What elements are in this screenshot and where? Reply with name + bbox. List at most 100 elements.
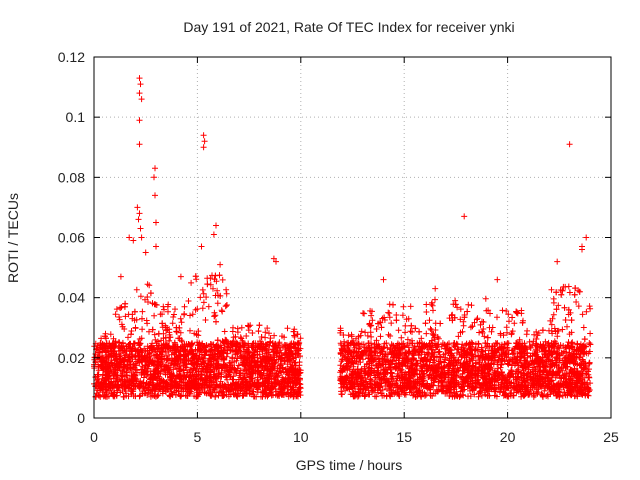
data-point bbox=[223, 290, 230, 297]
data-point bbox=[395, 327, 402, 334]
data-point bbox=[392, 384, 399, 391]
data-point bbox=[465, 301, 472, 308]
data-point bbox=[432, 327, 439, 333]
data-point bbox=[455, 346, 462, 353]
data-point bbox=[160, 363, 167, 370]
data-point bbox=[427, 325, 434, 332]
data-point bbox=[281, 334, 288, 341]
data-points bbox=[91, 75, 594, 400]
data-point bbox=[449, 352, 456, 359]
data-point bbox=[271, 332, 278, 339]
data-point bbox=[504, 329, 510, 336]
data-point bbox=[116, 339, 123, 346]
data-point bbox=[136, 359, 143, 366]
data-point bbox=[457, 306, 464, 313]
data-point bbox=[462, 342, 469, 349]
data-point bbox=[165, 301, 172, 308]
data-point bbox=[212, 312, 219, 319]
data-point bbox=[128, 348, 135, 355]
data-point bbox=[161, 306, 167, 313]
data-point bbox=[345, 332, 352, 339]
data-point bbox=[497, 330, 504, 337]
data-point bbox=[193, 377, 200, 383]
data-point bbox=[173, 372, 180, 378]
data-point bbox=[138, 335, 145, 342]
data-point bbox=[560, 283, 567, 290]
data-point bbox=[407, 303, 414, 310]
data-point bbox=[498, 361, 504, 367]
data-point bbox=[107, 331, 114, 338]
data-point bbox=[343, 384, 350, 391]
data-point bbox=[213, 364, 220, 371]
data-point bbox=[482, 295, 489, 302]
data-point bbox=[369, 317, 376, 324]
data-point bbox=[505, 361, 512, 368]
data-point bbox=[416, 340, 423, 347]
data-point bbox=[181, 303, 188, 310]
data-point bbox=[524, 360, 531, 366]
data-point bbox=[125, 334, 131, 341]
data-point bbox=[553, 354, 559, 361]
data-point bbox=[230, 324, 236, 331]
data-point bbox=[484, 362, 491, 369]
data-point bbox=[439, 387, 446, 394]
data-point bbox=[110, 372, 117, 379]
data-point bbox=[372, 350, 379, 357]
data-point bbox=[364, 332, 371, 339]
data-point bbox=[549, 330, 556, 337]
data-point bbox=[503, 308, 510, 314]
data-point bbox=[386, 314, 393, 321]
data-point bbox=[368, 312, 375, 319]
data-point bbox=[274, 348, 281, 355]
data-point bbox=[568, 366, 575, 373]
data-point bbox=[125, 311, 132, 318]
data-point bbox=[151, 312, 158, 319]
data-point bbox=[494, 314, 500, 321]
data-point bbox=[388, 320, 395, 327]
data-point bbox=[216, 389, 223, 396]
data-point bbox=[455, 333, 462, 340]
data-point bbox=[337, 362, 344, 369]
data-point bbox=[466, 340, 473, 347]
data-point bbox=[471, 391, 478, 398]
data-point bbox=[240, 392, 247, 399]
data-point bbox=[126, 378, 133, 385]
data-point bbox=[203, 369, 210, 376]
data-point bbox=[543, 393, 550, 399]
data-point bbox=[141, 370, 148, 377]
data-point bbox=[159, 348, 166, 354]
data-point bbox=[431, 349, 438, 356]
data-point bbox=[398, 334, 405, 341]
data-point bbox=[511, 320, 518, 327]
data-point bbox=[204, 275, 211, 282]
data-point bbox=[214, 287, 221, 294]
data-point bbox=[185, 298, 192, 304]
data-point bbox=[152, 336, 159, 343]
data-point bbox=[455, 381, 462, 388]
data-point bbox=[505, 340, 512, 347]
data-point bbox=[518, 393, 525, 400]
data-point bbox=[570, 385, 577, 392]
data-point bbox=[181, 311, 188, 318]
data-point bbox=[337, 349, 344, 356]
data-point bbox=[229, 362, 236, 369]
data-point bbox=[509, 328, 516, 335]
data-point bbox=[451, 340, 458, 347]
data-point bbox=[187, 312, 193, 319]
data-point bbox=[272, 391, 279, 398]
data-point bbox=[110, 347, 117, 354]
data-point bbox=[569, 345, 576, 351]
data-point bbox=[449, 311, 456, 318]
data-point bbox=[207, 281, 214, 288]
data-point bbox=[339, 356, 346, 363]
data-point bbox=[476, 329, 483, 336]
data-point bbox=[131, 364, 138, 371]
data-point bbox=[559, 367, 566, 374]
data-point bbox=[568, 329, 575, 336]
data-point bbox=[418, 345, 425, 352]
data-point bbox=[453, 350, 460, 356]
data-point bbox=[447, 360, 454, 367]
data-point bbox=[359, 350, 366, 356]
data-point bbox=[452, 297, 459, 304]
data-point bbox=[523, 358, 530, 365]
